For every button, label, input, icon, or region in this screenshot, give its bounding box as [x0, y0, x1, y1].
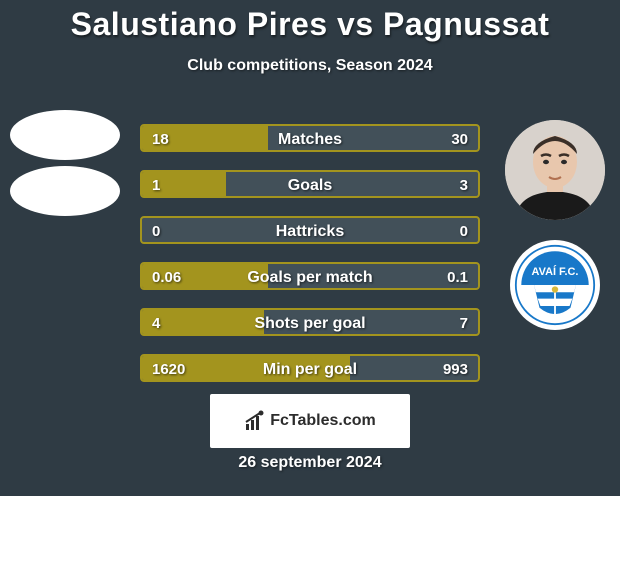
stat-row: Min per goal1620993	[140, 354, 480, 382]
stat-value-left: 0	[152, 218, 160, 244]
left-player-column	[0, 110, 130, 222]
svg-text:AVAÍ F.C.: AVAÍ F.C.	[532, 265, 579, 278]
right-player-column: AVAÍ F.C.	[490, 120, 620, 330]
fctables-logo-icon	[244, 410, 266, 432]
stat-value-right: 993	[443, 356, 468, 382]
stat-value-right: 30	[451, 126, 468, 152]
stat-value-right: 0.1	[447, 264, 468, 290]
stat-bar-track: Goals13	[140, 170, 480, 198]
stats-bars: Matches1830 Goals13 Hattricks0 0 Goals per m…	[140, 124, 480, 400]
stat-value-right: 7	[460, 310, 468, 336]
player-face-icon	[505, 120, 605, 220]
right-player-avatar	[505, 120, 605, 220]
stat-bar-track: Shots per goal47	[140, 308, 480, 336]
stat-value-right: 0	[460, 218, 468, 244]
stat-bar-fill	[142, 356, 350, 380]
right-club-logo: AVAÍ F.C.	[510, 240, 600, 330]
left-club-logo-placeholder	[10, 166, 120, 216]
club-crest-icon: AVAÍ F.C.	[514, 244, 596, 326]
stat-bar-fill	[142, 310, 264, 334]
branding-text: FcTables.com	[270, 412, 376, 430]
stat-bar-track: Min per goal1620993	[140, 354, 480, 382]
stat-bar-fill	[142, 264, 268, 288]
stat-row: Shots per goal47	[140, 308, 480, 336]
stat-row: Goals13	[140, 170, 480, 198]
stat-row: Hattricks0 0	[140, 216, 480, 244]
left-player-avatar-placeholder	[10, 110, 120, 160]
stat-bar-fill	[142, 172, 226, 196]
stat-bar-track: Matches1830	[140, 124, 480, 152]
comparison-card: Salustiano Pires vs Pagnussat Club compe…	[0, 0, 620, 496]
stat-row: Matches1830	[140, 124, 480, 152]
date-text: 26 september 2024	[0, 454, 620, 472]
page-title: Salustiano Pires vs Pagnussat	[0, 6, 620, 43]
stat-bar-track: Hattricks0 0	[140, 216, 480, 244]
stat-bar-fill	[142, 126, 268, 150]
stat-value-right: 3	[460, 172, 468, 198]
stat-bar-track: Goals per match0.060.1	[140, 262, 480, 290]
stat-row: Goals per match0.060.1	[140, 262, 480, 290]
branding-badge: FcTables.com	[210, 394, 410, 448]
subtitle: Club competitions, Season 2024	[0, 57, 620, 75]
stat-label: Hattricks	[142, 218, 478, 244]
